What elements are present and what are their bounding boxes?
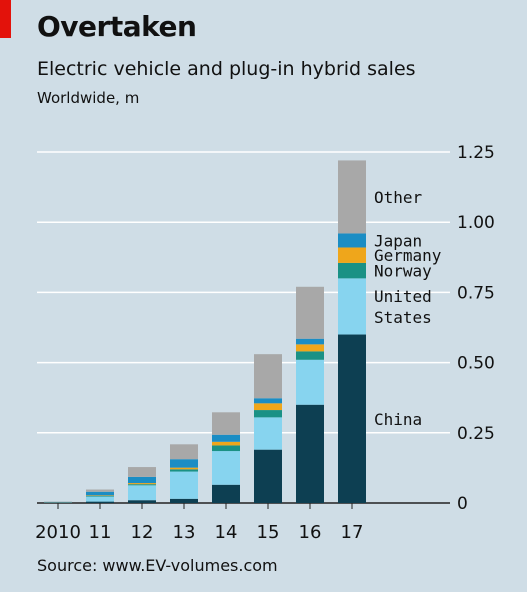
bar-13-china	[170, 498, 198, 503]
bar-11-japan	[86, 491, 114, 496]
bar-12-norway	[128, 484, 156, 486]
bar-12-united-states	[128, 485, 156, 501]
chart-subtitle: Electric vehicle and plug-in hybrid sale…	[37, 58, 416, 80]
bar-13-other	[170, 444, 198, 460]
x-tick-label-5: 15	[257, 522, 280, 543]
x-tick-label-4: 14	[215, 522, 238, 543]
bar-17-japan	[338, 233, 366, 248]
bar-12-other	[128, 467, 156, 477]
bar-11-china	[86, 501, 114, 503]
brand-tag	[0, 0, 11, 38]
y-tick-label-0: 0	[457, 494, 468, 514]
bar-11-other	[86, 489, 114, 492]
bar-14-other	[212, 412, 240, 435]
x-tick-label-3: 13	[173, 522, 196, 543]
bar-14-germany	[212, 441, 240, 446]
y-tick-label-1: 0.25	[457, 424, 495, 444]
bar-13-germany	[170, 467, 198, 470]
series-label-other-0: Other	[374, 188, 423, 207]
x-tick-label-2: 12	[131, 522, 154, 543]
bar-15-united-states	[254, 417, 282, 450]
bar-14-united-states	[212, 451, 240, 485]
source-note: Source: www.EV-volumes.com	[37, 556, 278, 575]
bars	[44, 160, 366, 503]
bar-12-germany	[128, 483, 156, 485]
x-tick-label-7: 17	[341, 522, 364, 543]
bar-15-other	[254, 354, 282, 399]
series-label-united-states-1: States	[374, 308, 432, 327]
x-tick-label-1: 11	[89, 522, 112, 543]
y-tick-label-3: 0.75	[457, 283, 495, 303]
bar-11-norway	[86, 495, 114, 497]
bar-14-norway	[212, 445, 240, 452]
y-tick-label-4: 1.00	[457, 213, 495, 233]
bar-17-china	[338, 334, 366, 503]
bar-16-japan	[296, 338, 324, 345]
chart-title: Overtaken	[37, 10, 197, 43]
bar-17-norway	[338, 262, 366, 279]
series-label-germany-0: Germany	[374, 246, 442, 265]
bar-12-japan	[128, 476, 156, 484]
bar-14-china	[212, 484, 240, 503]
y-axis-ticks: 0 0.25 0.50 0.75 1.00 1.25	[457, 143, 495, 514]
bar-17-other	[338, 160, 366, 234]
bar-11-united-states	[86, 496, 114, 502]
bar-12-china	[128, 500, 156, 503]
bar-13-norway	[170, 469, 198, 472]
bar-16-other	[296, 286, 324, 339]
y-tick-label-2: 0.50	[457, 354, 495, 374]
bar-16-germany	[296, 344, 324, 352]
bar-16-norway	[296, 351, 324, 360]
bar-15-japan	[254, 398, 282, 404]
y-tick-label-5: 1.25	[457, 143, 495, 163]
bar-16-china	[296, 404, 324, 503]
bar-17-united-states	[338, 278, 366, 335]
bar-15-germany	[254, 403, 282, 411]
bar-13-united-states	[170, 471, 198, 499]
bar-14-japan	[212, 434, 240, 442]
bar-16-united-states	[296, 359, 324, 405]
bar-15-china	[254, 449, 282, 503]
bar-13-japan	[170, 459, 198, 468]
bar-15-norway	[254, 410, 282, 418]
series-label-japan-0: Japan	[374, 231, 422, 250]
series-label-united-states-0: United	[374, 287, 432, 306]
x-tick-label-6: 16	[299, 522, 322, 543]
bar-11-germany	[86, 495, 114, 496]
x-axis-ticks: 2010 11 12 13 14 15 16 17	[35, 503, 363, 543]
bar-17-germany	[338, 247, 366, 263]
series-label-china-0: China	[374, 410, 422, 429]
gridlines	[37, 151, 450, 504]
x-tick-label-0: 2010	[35, 522, 81, 543]
series-label-norway-0: Norway	[374, 262, 432, 281]
chart-unit-label: Worldwide, m	[37, 89, 140, 107]
